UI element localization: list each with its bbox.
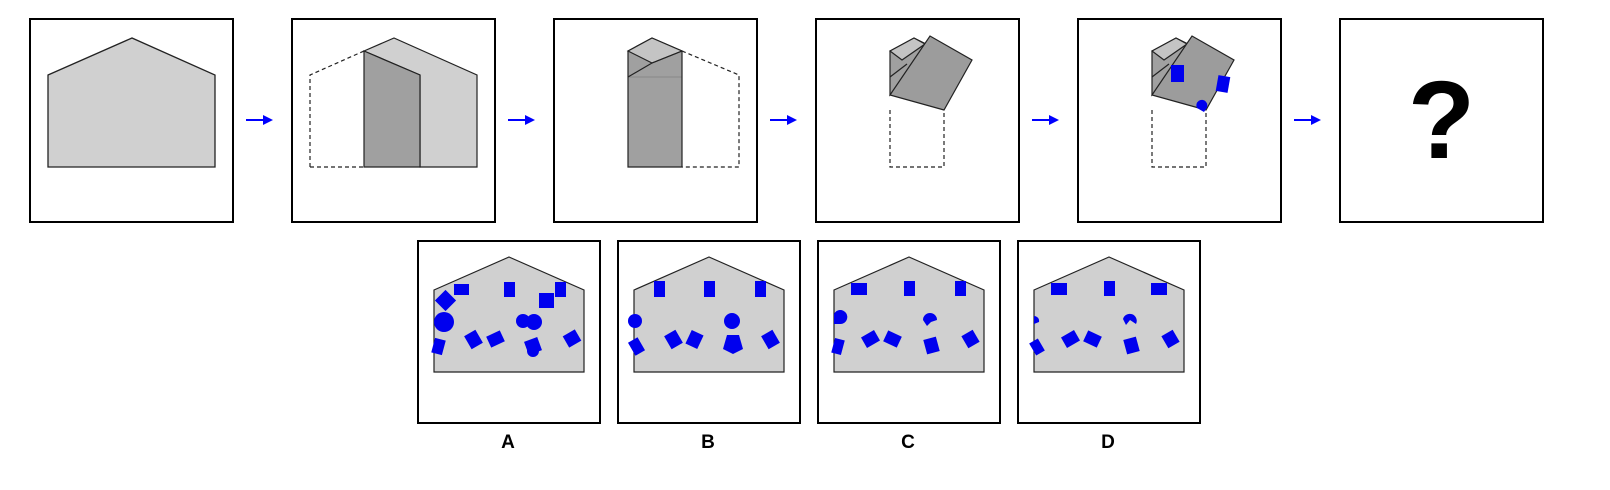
option-d-panel[interactable]	[1017, 240, 1201, 424]
step-4-paper	[888, 35, 973, 168]
punched-hole	[1196, 99, 1208, 112]
option-b-label: B	[701, 432, 715, 453]
step-4-panel	[815, 18, 1020, 223]
step-3-panel	[553, 18, 758, 223]
option-a-label: A	[501, 432, 515, 453]
question-panel: ?	[1339, 18, 1544, 223]
option-b-paper	[627, 256, 785, 373]
option-c-paper	[831, 256, 985, 373]
arrow-right-icon	[1031, 113, 1061, 132]
option-a-paper	[431, 256, 585, 373]
arrow-right-icon	[507, 113, 537, 132]
arrow-right-icon	[245, 113, 275, 132]
option-c-label: C	[901, 432, 915, 453]
question-mark: ?	[1407, 58, 1476, 182]
punched-hole	[1171, 65, 1184, 82]
option-d-label: D	[1101, 432, 1115, 453]
arrow-right-icon	[769, 113, 799, 132]
step-5-paper	[1150, 35, 1235, 168]
step-3-paper	[626, 37, 740, 168]
punched-hole	[1215, 75, 1231, 93]
option-c-panel[interactable]	[817, 240, 1001, 424]
step-2-panel	[291, 18, 496, 223]
option-d-paper	[1029, 256, 1185, 373]
step-1-panel	[29, 18, 234, 223]
step-2-paper	[309, 37, 478, 168]
option-a-panel[interactable]	[417, 240, 601, 424]
option-b-panel[interactable]	[617, 240, 801, 424]
arrow-right-icon	[1293, 113, 1323, 132]
step-1-paper	[47, 37, 216, 168]
step-5-panel	[1077, 18, 1282, 223]
